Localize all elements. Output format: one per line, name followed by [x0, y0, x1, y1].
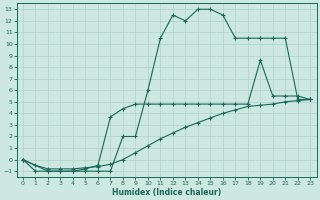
X-axis label: Humidex (Indice chaleur): Humidex (Indice chaleur) [112, 188, 221, 197]
